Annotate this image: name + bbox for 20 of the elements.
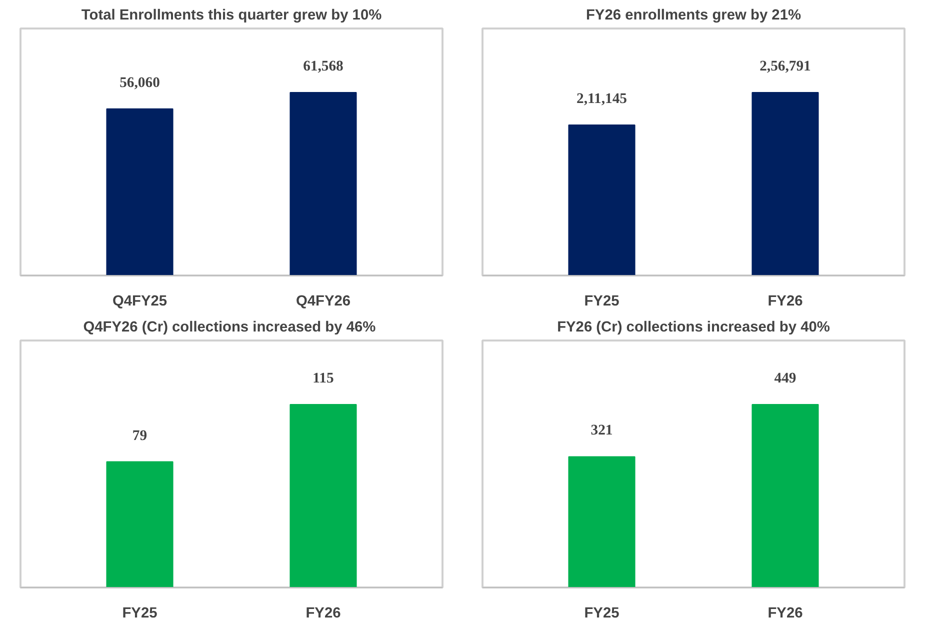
data-label: 449 bbox=[774, 370, 796, 387]
x-tick-label: FY25 bbox=[584, 294, 620, 310]
x-tick-label: FY25 bbox=[122, 606, 158, 622]
chart-title: Q4FY26 (Cr) collections increased by 46% bbox=[83, 320, 376, 336]
data-label: 115 bbox=[312, 370, 334, 387]
data-label: 321 bbox=[590, 422, 613, 439]
data-label: 2,11,145 bbox=[576, 91, 628, 108]
x-tick-label: Q4FY26 bbox=[296, 294, 351, 310]
chart-title: FY26 enrollments grew by 21% bbox=[586, 8, 802, 24]
chart-title: FY26 (Cr) collections increased by 40% bbox=[557, 320, 830, 336]
x-tick-label: FY25 bbox=[584, 606, 620, 622]
x-tick-label: FY26 bbox=[768, 294, 803, 310]
x-tick-label: FY26 bbox=[768, 606, 803, 622]
data-label: 79 bbox=[132, 428, 148, 444]
data-label: 2,56,791 bbox=[760, 58, 811, 75]
data-label: 61,568 bbox=[303, 58, 344, 75]
x-tick-label: FY26 bbox=[306, 606, 341, 622]
x-tick-label: Q4FY25 bbox=[112, 294, 168, 310]
chart-title: Total Enrollments this quarter grew by 10% bbox=[81, 8, 382, 24]
data-label: 56,060 bbox=[120, 74, 160, 91]
